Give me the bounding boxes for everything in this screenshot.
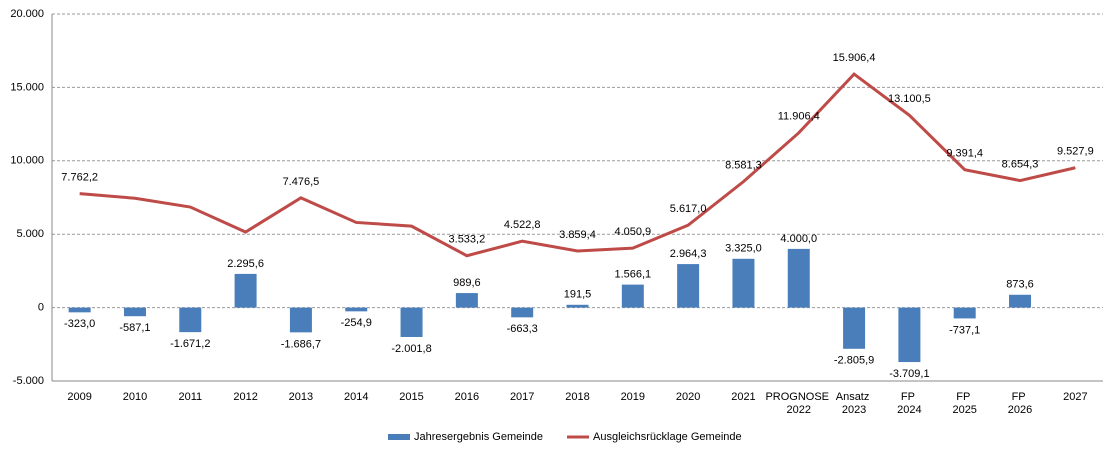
y-tick-label: 15.000 <box>10 81 44 93</box>
bar-value-label: 873,6 <box>1006 279 1034 291</box>
x-tick-label: FP 2025 <box>952 391 976 416</box>
bar-value-label: -2.001,8 <box>391 343 431 355</box>
legend-label: Jahresergebnis Gemeinde <box>414 431 543 443</box>
bar <box>400 307 423 337</box>
bar-value-label: 3.325,0 <box>725 243 762 255</box>
bar-value-label: 4.000,0 <box>780 233 817 245</box>
line-value-label: 11.906,4 <box>778 111 820 123</box>
bar-value-label: -663,3 <box>507 323 538 335</box>
bar-value-label: -587,1 <box>119 322 150 334</box>
bar-value-label: -737,1 <box>949 324 980 336</box>
line-value-label: 4.522,8 <box>504 219 541 231</box>
line-value-label: 9.391,4 <box>946 148 983 160</box>
line-value-label: 8.581,3 <box>725 160 762 172</box>
bar <box>621 284 644 308</box>
bar <box>1009 294 1032 308</box>
line-value-label: 8.654,3 <box>1002 158 1039 170</box>
x-tick-label: 2021 <box>731 391 755 403</box>
line-value-label: 15.906,4 <box>833 52 876 64</box>
bar <box>787 248 810 308</box>
bar-value-label: -2.805,9 <box>834 355 874 367</box>
bar <box>455 293 478 308</box>
x-tick-label: 2015 <box>399 391 423 403</box>
bar-value-label: -254,9 <box>341 317 372 329</box>
bar <box>68 307 91 313</box>
x-tick-label: 2027 <box>1063 391 1087 403</box>
bar <box>843 307 866 349</box>
y-tick-label: 0 <box>38 302 44 314</box>
line-value-label: 7.476,5 <box>283 176 320 188</box>
line-value-label: 13.100,5 <box>888 93 931 105</box>
x-tick-label: Ansatz 2023 <box>836 391 873 416</box>
line-value-label: 4.050,9 <box>614 226 651 238</box>
bar <box>511 307 534 318</box>
bar <box>123 307 146 317</box>
y-tick-label: -5.000 <box>13 375 44 387</box>
line-value-label: 3.533,2 <box>449 234 486 246</box>
bar-value-label: 1.566,1 <box>614 269 651 281</box>
bar <box>898 307 921 363</box>
bar <box>234 273 257 308</box>
x-tick-label: FP 2024 <box>897 391 921 416</box>
bar-value-label: 989,6 <box>453 277 481 289</box>
x-tick-label: 2009 <box>67 391 91 403</box>
line-value-label: 3.859,4 <box>559 229 596 241</box>
bar <box>179 307 202 333</box>
x-tick-label: FP 2026 <box>1008 391 1032 416</box>
bar <box>289 307 312 333</box>
bar-value-label: -1.686,7 <box>281 338 321 350</box>
line-value-label: 7.762,2 <box>61 172 98 184</box>
y-tick-label: 10.000 <box>10 155 44 167</box>
x-tick-label: 2016 <box>455 391 479 403</box>
y-tick-label: 20.000 <box>10 8 44 20</box>
x-tick-label: 2017 <box>510 391 534 403</box>
bar <box>732 258 755 308</box>
bar <box>677 264 700 308</box>
x-tick-label: 2014 <box>344 391 368 403</box>
x-tick-label: 2018 <box>565 391 589 403</box>
x-tick-label: 2013 <box>289 391 313 403</box>
bar-value-label: -1.671,2 <box>170 338 210 350</box>
x-tick-label: 2019 <box>621 391 645 403</box>
bar-value-label: 2.295,6 <box>227 258 264 270</box>
bar <box>566 304 589 308</box>
x-tick-label: 2020 <box>676 391 700 403</box>
bar-value-label: -323,0 <box>64 318 95 330</box>
x-tick-label: 2011 <box>178 391 202 403</box>
legend-swatch <box>388 434 410 440</box>
line-value-label: 5.617,0 <box>670 203 707 215</box>
bar <box>953 307 976 319</box>
y-tick-label: 5.000 <box>16 228 44 240</box>
line-value-label: 9.527,9 <box>1057 146 1094 158</box>
x-tick-label: PROGNOSE 2022 <box>765 391 832 416</box>
legend-label: Ausgleichsrücklage Gemeinde <box>593 431 742 443</box>
bar <box>345 307 368 312</box>
bar-value-label: 191,5 <box>564 289 592 301</box>
bar-value-label: 2.964,3 <box>670 248 707 260</box>
x-tick-label: 2012 <box>233 391 257 403</box>
x-tick-label: 2010 <box>123 391 147 403</box>
bar-value-label: -3.709,1 <box>889 368 929 380</box>
line <box>79 72 1076 258</box>
